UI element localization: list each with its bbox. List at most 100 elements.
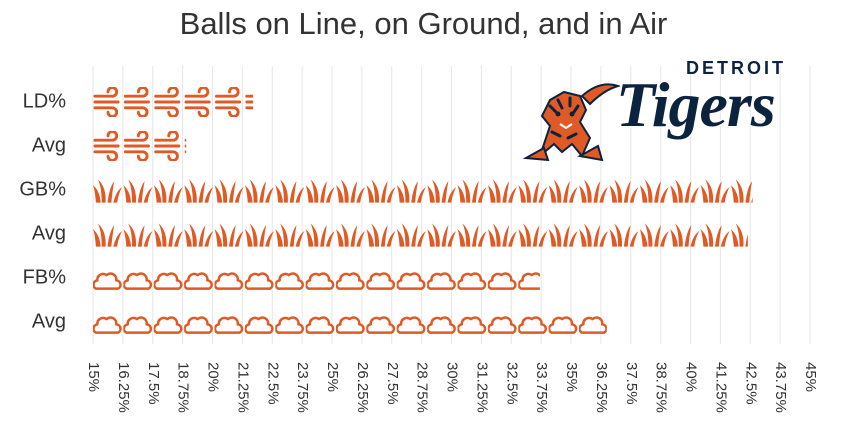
- grass-icon: [518, 179, 548, 203]
- grass-icon: [305, 223, 335, 247]
- x-tick-label: 35%: [563, 362, 580, 392]
- category-label: Avg: [32, 222, 66, 244]
- grass-icon: [153, 179, 183, 203]
- cloud-icon: [427, 272, 456, 290]
- grass-icon: [123, 223, 153, 247]
- wind-icon: [184, 131, 187, 161]
- grass-icon: [93, 223, 122, 247]
- grass-icon: [670, 179, 700, 203]
- wind-icon: [123, 131, 151, 161]
- grass-icon: [609, 179, 639, 203]
- cloud-icon: [214, 316, 244, 334]
- wind-icon: [154, 87, 181, 117]
- grass-icon: [457, 223, 487, 247]
- cloud-icon: [123, 272, 153, 290]
- x-tick-label: 33.75%: [533, 362, 550, 413]
- x-tick-label: 16.25%: [115, 362, 132, 413]
- cloud-icon: [305, 272, 335, 290]
- cloud-icon: [518, 316, 548, 334]
- x-tick-label: 40%: [683, 362, 700, 392]
- grass-icon: [214, 223, 244, 247]
- wind-icon: [93, 131, 120, 161]
- x-tick-label: 23.75%: [294, 362, 311, 413]
- grass-icon: [579, 179, 608, 203]
- cloud-icon: [123, 316, 153, 334]
- grass-icon: [730, 223, 748, 247]
- grass-icon: [487, 223, 517, 247]
- grass-icon: [730, 179, 753, 203]
- grass-icon: [366, 223, 396, 247]
- bar-grass-pictogram: [93, 179, 753, 203]
- grass-icon: [609, 223, 639, 247]
- grass-icon: [670, 223, 700, 247]
- x-tick-label: 15%: [85, 362, 102, 392]
- cloud-icon: [214, 272, 244, 290]
- wind-icon: [93, 87, 120, 117]
- x-tick-label: 27.5%: [384, 362, 401, 405]
- bar-cloud-pictogram: [93, 272, 540, 290]
- chart-title: Balls on Line, on Ground, and in Air: [179, 6, 668, 41]
- cloud-icon: [93, 272, 122, 290]
- x-tick-label: 26.25%: [354, 362, 371, 413]
- x-tick-label: 37.5%: [623, 362, 640, 405]
- bar-cloud-pictogram: [93, 316, 607, 334]
- x-tick-label: 32.5%: [503, 362, 520, 405]
- x-tick-label: 22.5%: [264, 362, 281, 405]
- cloud-icon: [153, 316, 183, 334]
- bar-grass-pictogram: [93, 223, 748, 247]
- x-tick-label: 42.5%: [742, 362, 759, 405]
- category-label: GB%: [19, 178, 66, 200]
- cloud-icon: [396, 272, 426, 290]
- detroit-tigers-logo: DETROIT Tigers: [520, 52, 840, 164]
- cloud-icon: [518, 272, 540, 290]
- grass-icon: [639, 223, 669, 247]
- wind-icon: [245, 87, 254, 117]
- grass-icon: [487, 179, 517, 203]
- grass-icon: [184, 223, 214, 247]
- tiger-mascot-icon: [522, 83, 620, 162]
- x-tick-label: 20%: [205, 362, 222, 392]
- grass-icon: [548, 179, 578, 203]
- grass-icon: [518, 223, 548, 247]
- grass-icon: [244, 179, 274, 203]
- wind-icon: [154, 131, 181, 161]
- wind-icon: [214, 87, 242, 117]
- category-label: LD%: [23, 90, 67, 112]
- cloud-icon: [184, 316, 213, 334]
- cloud-icon: [366, 272, 396, 290]
- cloud-icon: [396, 316, 426, 334]
- grass-icon: [336, 223, 365, 247]
- cloud-icon: [244, 316, 274, 334]
- grass-icon: [244, 223, 274, 247]
- category-label: Avg: [32, 134, 66, 156]
- cloud-icon: [548, 316, 578, 334]
- cloud-icon: [244, 272, 274, 290]
- grass-icon: [275, 223, 305, 247]
- grass-icon: [548, 223, 578, 247]
- cloud-icon: [427, 316, 456, 334]
- cloud-icon: [93, 316, 122, 334]
- grass-icon: [153, 223, 183, 247]
- cloud-icon: [275, 272, 305, 290]
- x-tick-label: 36.25%: [593, 362, 610, 413]
- x-tick-label: 18.75%: [175, 362, 192, 413]
- x-tick-label: 45%: [802, 362, 819, 392]
- cloud-icon: [275, 316, 305, 334]
- grass-icon: [457, 179, 487, 203]
- wind-icon: [184, 87, 211, 117]
- cloud-icon: [579, 316, 607, 334]
- grass-icon: [214, 179, 244, 203]
- category-label: FB%: [23, 266, 67, 288]
- grass-icon: [639, 179, 669, 203]
- cloud-icon: [184, 272, 213, 290]
- grass-icon: [93, 179, 122, 203]
- x-tick-label: 41.25%: [712, 362, 729, 413]
- grass-icon: [700, 223, 730, 247]
- cloud-icon: [305, 316, 335, 334]
- cloud-icon: [336, 272, 365, 290]
- logo-detroit-text: DETROIT: [686, 58, 786, 78]
- grass-icon: [123, 179, 153, 203]
- category-label: Avg: [32, 310, 66, 332]
- x-tick-label: 25%: [324, 362, 341, 392]
- grass-icon: [184, 179, 214, 203]
